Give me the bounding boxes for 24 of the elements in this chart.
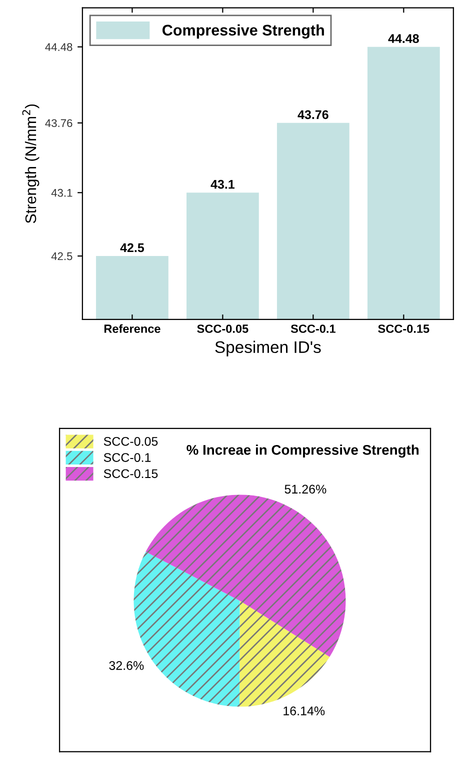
- y-tick-label: 43.76: [45, 119, 72, 128]
- legend-label: SCC-0.15: [104, 469, 158, 478]
- data-label: 16.14%: [284, 706, 325, 716]
- y-tick-label: 44.48: [45, 43, 72, 52]
- legend-label: SCC-0.1: [104, 453, 151, 462]
- data-label: 43.1: [210, 180, 235, 189]
- x-axis-title: Spesimen ID's: [215, 340, 321, 356]
- data-label: 44.48: [388, 34, 419, 44]
- data-label: 51.26%: [284, 484, 326, 494]
- x-tick-label: SCC-0.1: [290, 324, 336, 333]
- y-axis-title: Strength (N/mm$^{2}$): [22, 104, 40, 224]
- x-tick-label: Reference: [104, 324, 160, 333]
- legend-label: SCC-0.05: [104, 436, 158, 446]
- y-tick-label: 43.1: [51, 188, 72, 197]
- data-label: 42.5: [120, 243, 144, 252]
- pie-slice: [240, 600, 330, 707]
- data-label: 32.6%: [109, 661, 144, 670]
- y-tick-label: 42.5: [51, 252, 72, 260]
- x-tick-label: SCC-0.05: [197, 324, 248, 333]
- text: % Increae in Compressive Strength: [186, 444, 419, 458]
- legend-label: Compressive Strength: [162, 24, 324, 39]
- data-label: 43.76: [298, 110, 328, 120]
- pie-slice: [146, 494, 346, 657]
- x-tick-label: SCC-0.15: [378, 324, 430, 333]
